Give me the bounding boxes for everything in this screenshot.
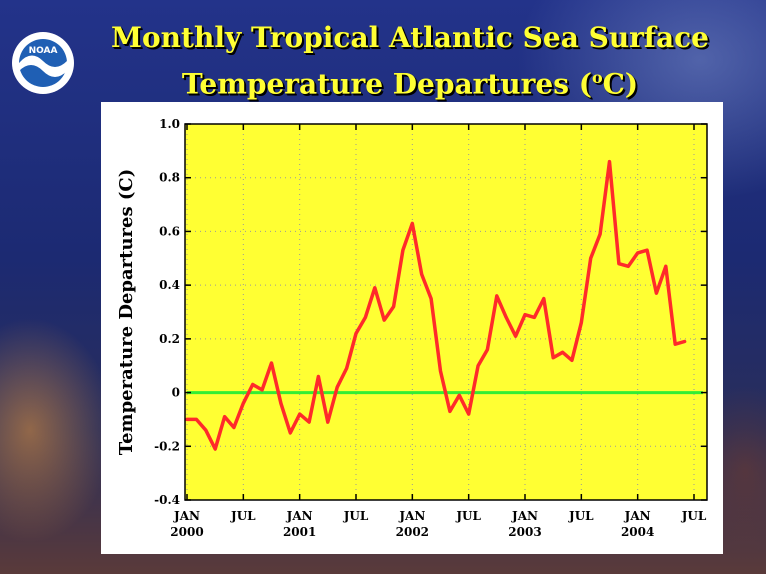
y-tick-label: -0.2 xyxy=(154,439,180,453)
title-line-2-tail: C) xyxy=(602,67,639,101)
x-tick-label: JAN xyxy=(173,509,200,523)
x-tick-label: JUL xyxy=(455,509,481,523)
logo-bird xyxy=(19,55,67,77)
chart-panel: -0.4 -0.2 0 0.2 0.4 0.6 0.8 1.0 JAN 2000 JUL JAN 200… xyxy=(101,102,723,554)
title-degree-superscript: o xyxy=(591,68,603,87)
x-tick-year-label: 2001 xyxy=(283,525,316,539)
x-tick-year-label: 2003 xyxy=(508,525,541,539)
y-tick-label: -0.4 xyxy=(154,493,180,507)
title-line-2: Temperature Departures (oC) xyxy=(100,58,720,104)
x-tick-label: JAN xyxy=(511,509,538,523)
x-tick-label: JAN xyxy=(398,509,425,523)
x-tick-label: JUL xyxy=(343,509,369,523)
x-tick-year-label: 2004 xyxy=(621,525,654,539)
x-tick-label: JAN xyxy=(286,509,313,523)
page-title: Monthly Tropical Atlantic Sea Surface Te… xyxy=(100,18,720,104)
y-tick-label: 0.8 xyxy=(159,171,180,185)
title-line-1: Monthly Tropical Atlantic Sea Surface xyxy=(111,21,709,54)
logo-text: NOAA xyxy=(29,46,58,56)
y-tick-label: 0.4 xyxy=(159,278,180,292)
x-tick-year-label: 2002 xyxy=(396,525,429,539)
y-tick-label: 0.2 xyxy=(159,332,180,346)
x-tick-label: JAN xyxy=(624,509,651,523)
series-line xyxy=(185,159,687,451)
plot-area xyxy=(185,124,707,500)
plot-frame xyxy=(184,123,708,501)
x-tick-label: JUL xyxy=(230,509,256,523)
line-chart: -0.4 -0.2 0 0.2 0.4 0.6 0.8 1.0 JAN 2000 JUL JAN 200… xyxy=(116,117,708,539)
y-tick-label: 0 xyxy=(172,386,180,400)
y-tick-label: 0.6 xyxy=(159,224,180,238)
x-tick-label: JUL xyxy=(681,509,707,523)
x-tick-label: JUL xyxy=(568,509,594,523)
y-tick-label: 1.0 xyxy=(159,117,180,131)
title-line-2-text: Temperature Departures ( xyxy=(181,67,592,101)
y-axis-label: Temperature Departures (C) xyxy=(116,169,137,456)
noaa-logo: NOAA xyxy=(12,32,74,94)
x-tick-year-label: 2000 xyxy=(170,525,203,539)
